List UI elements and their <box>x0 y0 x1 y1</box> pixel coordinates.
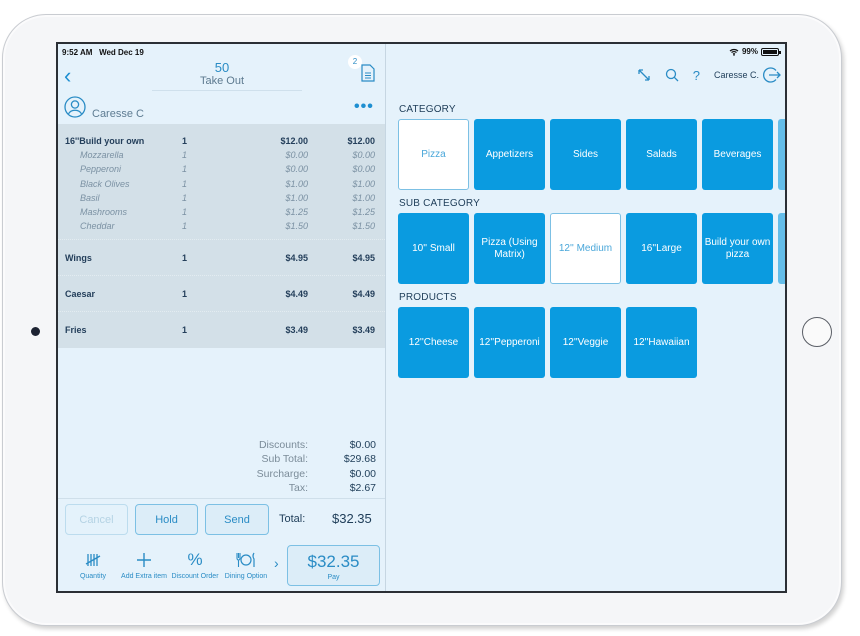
customer-name[interactable]: Caresse C <box>92 108 144 120</box>
order-type[interactable]: Take Out <box>199 75 245 87</box>
discounts-row: Discounts: $0.00 <box>258 439 376 451</box>
plus-icon <box>119 549 169 571</box>
sub-category-tile-16-large[interactable]: 16''Large <box>626 213 697 284</box>
product-tile-veggie[interactable]: 12''Veggie <box>550 307 621 378</box>
status-right: 99% <box>729 47 781 56</box>
more-options-icon[interactable]: ••• <box>354 98 374 115</box>
quantity-button[interactable]: Quantity <box>68 549 118 581</box>
send-button[interactable]: Send <box>205 504 269 535</box>
order-item[interactable]: Wings 1 $4.95 $4.95 <box>58 240 385 277</box>
camera <box>31 327 40 336</box>
order-item[interactable]: 16''Build your own 1 $12.00 $12.00 Mozza… <box>58 124 385 241</box>
modifier-row[interactable]: Cheddar 1 $1.50 $1.50 <box>80 221 375 232</box>
discount-order-button[interactable]: % Discount Order <box>171 550 219 580</box>
modifier-row[interactable]: Mashrooms 1 $1.25 $1.25 <box>80 207 375 218</box>
total-label: Total: <box>279 513 306 525</box>
screen: 9:52 AM Wed Dec 19 99% ‹ 50 Take Out 2 C… <box>56 42 787 593</box>
category-tile-salads[interactable]: Salads <box>626 119 697 190</box>
header-actions: ? Caresse C. <box>637 66 781 84</box>
order-panel: ‹ 50 Take Out 2 Caresse C ••• 16''Build … <box>58 44 386 591</box>
totals-divider <box>58 498 385 499</box>
order-items-list: 16''Build your own 1 $12.00 $12.00 Mozza… <box>58 124 385 348</box>
surcharge-row: Surcharge: $0.00 <box>256 467 376 480</box>
pay-button[interactable]: $32.35 Pay <box>287 545 380 586</box>
sub-category-tiles: 10'' Small Pizza (Using Matrix) 12'' Med… <box>398 213 785 284</box>
tax-row: Tax: $2.67 <box>288 481 376 494</box>
percent-icon: % <box>187 550 203 569</box>
product-tile-cheese[interactable]: 12''Cheese <box>398 307 469 378</box>
dining-icon <box>221 549 271 571</box>
modifier-row[interactable]: Pepperoni 1 $0.00 $0.00 <box>80 164 375 175</box>
sub-category-tile-pizza-matrix[interactable]: Pizza (Using Matrix) <box>474 213 545 284</box>
item-row[interactable]: 16''Build your own 1 $12.00 $12.00 <box>65 136 375 147</box>
subtotal-row: Sub Total: $29.68 <box>261 453 376 466</box>
item-row[interactable]: Wings 1 $4.95 $4.95 <box>65 252 375 263</box>
sub-category-tile-12-medium[interactable]: 12'' Medium <box>550 213 621 284</box>
battery-icon <box>761 47 781 56</box>
item-row[interactable]: Caesar 1 $4.49 $4.49 <box>65 288 375 299</box>
search-icon[interactable] <box>665 68 679 82</box>
category-tile-pizza[interactable]: Pizza <box>398 119 469 190</box>
product-tile-pepperoni[interactable]: 12''Pepperoni <box>474 307 545 378</box>
help-icon[interactable]: ? <box>692 67 700 83</box>
chevron-right-icon[interactable]: › <box>274 555 279 571</box>
customer-avatar-icon[interactable] <box>64 96 86 118</box>
user-name: Caresse C. <box>713 70 759 80</box>
category-label: CATEGORY <box>399 104 456 115</box>
cancel-button[interactable]: Cancel <box>65 504 128 535</box>
pay-label: Pay <box>327 574 340 581</box>
category-tile-appetizers[interactable]: Appetizers <box>474 119 545 190</box>
catalog-panel: ? Caresse C. CATEGORY Pizza Appetizers S… <box>387 44 785 591</box>
product-tiles: 12''Cheese 12''Pepperoni 12''Veggie 12''… <box>398 307 697 378</box>
category-tile-more[interactable] <box>778 119 785 190</box>
product-tile-hawaiian[interactable]: 12''Hawaiian <box>626 307 697 378</box>
item-row[interactable]: Fries 1 $3.49 $3.49 <box>65 325 375 336</box>
products-label: PRODUCTS <box>399 292 457 303</box>
dining-option-button[interactable]: Dining Option <box>221 549 271 581</box>
logout-icon[interactable] <box>763 66 781 84</box>
tally-icon <box>68 549 118 571</box>
document-icon[interactable] <box>361 64 375 82</box>
add-extra-item-button[interactable]: Add Extra item <box>119 549 169 581</box>
header-divider <box>152 90 302 91</box>
totals-summary: Discounts: $0.00 Sub Total: $29.68 Surchar… <box>218 439 376 496</box>
category-tiles: Pizza Appetizers Sides Salads Beverages <box>398 119 785 190</box>
document-badge: 2 <box>348 55 362 69</box>
total-value: $32.35 <box>332 511 372 526</box>
wifi-icon <box>729 48 739 56</box>
sub-category-tile-build-your-own[interactable]: Build your own pizza <box>702 213 773 284</box>
modifier-row[interactable]: Black Olives 1 $1.00 $1.00 <box>80 178 375 189</box>
order-item[interactable]: Caesar 1 $4.49 $4.49 <box>58 276 385 313</box>
category-tile-sides[interactable]: Sides <box>550 119 621 190</box>
modifier-row[interactable]: Mozzarella 1 $0.00 $0.00 <box>80 150 375 161</box>
pay-amount: $32.35 <box>307 552 360 571</box>
back-chevron-icon[interactable]: ‹ <box>64 63 72 88</box>
category-tile-beverages[interactable]: Beverages <box>702 119 773 190</box>
sub-category-tile-10-small[interactable]: 10'' Small <box>398 213 469 284</box>
order-number: 50 <box>214 60 230 75</box>
modifier-row[interactable]: Basil 1 $1.00 $1.00 <box>80 192 375 203</box>
sub-category-tile-more[interactable] <box>778 213 785 284</box>
status-time: 9:52 AM Wed Dec 19 <box>62 48 144 57</box>
status-bar: 9:52 AM Wed Dec 19 99% <box>58 44 785 60</box>
order-item[interactable]: Fries 1 $3.49 $3.49 <box>58 312 385 348</box>
home-button[interactable] <box>802 317 832 347</box>
battery-percent: 99% <box>741 47 758 56</box>
hold-button[interactable]: Hold <box>135 504 198 535</box>
expand-icon[interactable] <box>637 68 651 82</box>
sub-category-label: SUB CATEGORY <box>399 198 480 209</box>
